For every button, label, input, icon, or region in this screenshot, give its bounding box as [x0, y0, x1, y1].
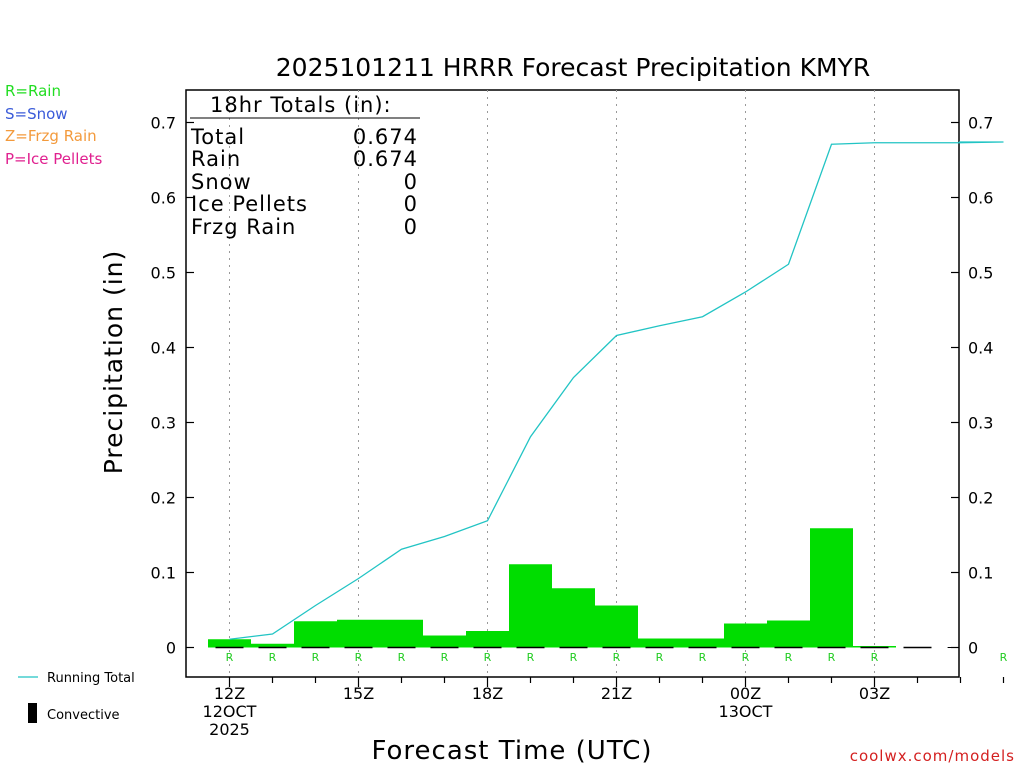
precip-bar: [552, 588, 595, 648]
running-total-legend-label: Running Total: [47, 671, 135, 686]
x-tick-label: 21Z: [601, 684, 632, 703]
y-tick-label-left: 0.1: [151, 564, 176, 583]
y-tick-label-right: 0.7: [968, 114, 993, 133]
precip-bar: [466, 631, 509, 648]
totals-ice-pellets-label: Ice Pellets: [191, 192, 308, 216]
x-axis-title: Forecast Time (UTC): [371, 736, 652, 766]
y-tick-label-right: 0.3: [968, 414, 993, 433]
x-tick-label: 15Z: [343, 684, 374, 703]
ptype-marker: R: [269, 651, 277, 664]
y-tick-label-left: 0.3: [151, 414, 176, 433]
legend-snow: S=Snow: [5, 105, 68, 123]
convective-legend-label: Convective: [47, 708, 120, 723]
totals-total-value: 0.674: [353, 125, 418, 149]
x-tick-label: 2025: [209, 720, 250, 739]
ptype-marker: R: [656, 651, 664, 664]
x-tick-label: 03Z: [859, 684, 890, 703]
plot-area-border: [185, 89, 960, 678]
totals-frzg-rain-value: 0: [404, 215, 418, 239]
precip-bar: [767, 620, 810, 648]
precip-bar: [595, 605, 638, 648]
x-tick-label: 12OCT: [203, 702, 257, 721]
precip-bar: [810, 528, 853, 648]
precip-bar: [638, 638, 681, 648]
precip-bar: [208, 639, 251, 648]
y-tick-label-right: 0.6: [968, 189, 993, 208]
ptype-marker: R: [355, 651, 363, 664]
y-tick-label-right: 0.2: [968, 489, 993, 508]
y-axis-left: 0 0.1 0.2 0.3 0.4 0.5 0.6 0.7: [151, 114, 194, 658]
ptype-marker: R: [570, 651, 578, 664]
convective-legend-swatch: [28, 703, 37, 723]
precip-bar: [681, 638, 724, 648]
totals-rain-value: 0.674: [353, 147, 418, 171]
precip-bar: [724, 623, 767, 648]
y-tick-label-left: 0.7: [151, 114, 176, 133]
totals-ice-pellets-value: 0: [404, 192, 418, 216]
y-tick-label-left: 0.5: [151, 264, 176, 283]
y-tick-label-left: 0.6: [151, 189, 176, 208]
ptype-marker: R: [613, 651, 621, 664]
y-tick-label-right: 0.5: [968, 264, 993, 283]
precip-bars: [208, 528, 896, 648]
legend-ice-pellets: P=Ice Pellets: [5, 150, 102, 168]
ptype-marker: R: [441, 651, 449, 664]
totals-snow-label: Snow: [191, 170, 252, 194]
legend-rain: R=Rain: [5, 82, 61, 100]
precip-bar: [294, 621, 337, 648]
ptype-marker: R: [1000, 651, 1008, 664]
ptype-marker: R: [312, 651, 320, 664]
x-tick-label: 13OCT: [719, 702, 773, 721]
totals-box: 18hr Totals (in): Total 0.674 Rain 0.674…: [190, 93, 420, 239]
precip-bar: [337, 619, 380, 648]
y-tick-label-left: 0.4: [151, 339, 176, 358]
totals-rain-label: Rain: [191, 147, 241, 171]
running-total-series: [229, 141, 1004, 640]
precip-bar: [380, 619, 423, 648]
ptype-marker: R: [398, 651, 406, 664]
ptype-marker: R: [699, 651, 707, 664]
y-tick-label-left: 0: [166, 639, 176, 658]
ptype-marker: R: [226, 651, 234, 664]
legend-frzg-rain: Z=Frzg Rain: [5, 127, 97, 145]
y-axis-title: Precipitation (in): [99, 250, 128, 475]
precip-bar: [509, 564, 552, 648]
precip-bar: [251, 643, 294, 648]
ptype-marker: R: [484, 651, 492, 664]
y-axis-right: 0 0.1 0.2 0.3 0.4 0.5 0.6 0.7: [951, 114, 993, 658]
precip-bar: [423, 635, 466, 648]
x-tick-label: 18Z: [472, 684, 503, 703]
totals-frzg-rain-label: Frzg Rain: [191, 215, 296, 239]
credit-text: coolwx.com/models: [850, 747, 1015, 765]
x-tick-label: 12Z: [214, 684, 245, 703]
totals-snow-value: 0: [404, 170, 418, 194]
ptype-marker: R: [527, 651, 535, 664]
y-tick-label-left: 0.2: [151, 489, 176, 508]
y-tick-label-right: 0.4: [968, 339, 993, 358]
chart-title: 2025101211 HRRR Forecast Precipitation K…: [276, 53, 870, 82]
ptype-marker: R: [785, 651, 793, 664]
ptype-marker: R: [742, 651, 750, 664]
ptype-marker: R: [871, 651, 879, 664]
totals-header: 18hr Totals (in):: [210, 93, 392, 117]
ptype-marker: R: [828, 651, 836, 664]
y-tick-label-right: 0: [968, 639, 978, 658]
totals-total-label: Total: [190, 125, 245, 149]
x-tick-label: 00Z: [730, 684, 761, 703]
y-tick-label-right: 0.1: [968, 564, 993, 583]
running-total-line: [229, 141, 1004, 640]
